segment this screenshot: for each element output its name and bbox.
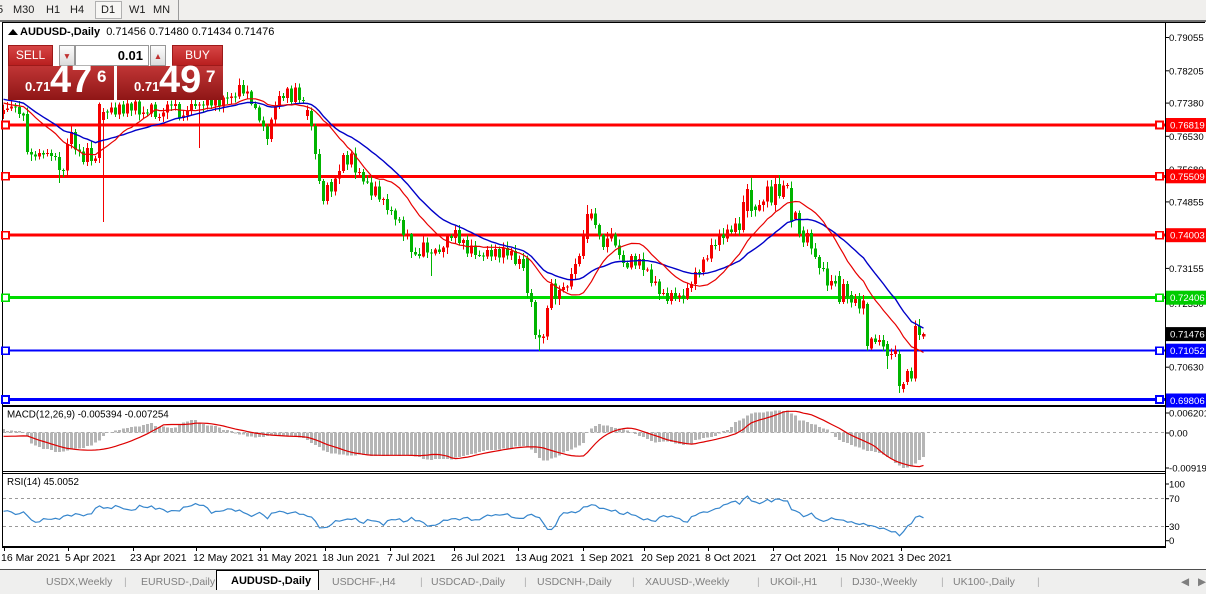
- svg-text:0.70630: 0.70630: [1169, 363, 1204, 374]
- svg-text:26 Jul 2021: 26 Jul 2021: [451, 552, 505, 564]
- svg-text:16 Mar 2021: 16 Mar 2021: [1, 552, 60, 564]
- svg-text:7 Jul 2021: 7 Jul 2021: [387, 552, 436, 564]
- svg-text:13 Aug 2021: 13 Aug 2021: [515, 552, 574, 564]
- svg-text:31 May 2021: 31 May 2021: [257, 552, 318, 564]
- svg-text:0.71052: 0.71052: [1170, 346, 1205, 357]
- svg-text:-0.009197: -0.009197: [1169, 464, 1206, 475]
- svg-text:0.006201: 0.006201: [1169, 409, 1206, 420]
- svg-text:8 Oct 2021: 8 Oct 2021: [705, 552, 757, 564]
- svg-text:0.76530: 0.76530: [1169, 132, 1204, 143]
- svg-text:0.74003: 0.74003: [1170, 231, 1205, 242]
- svg-text:0: 0: [1169, 536, 1174, 547]
- svg-text:27 Oct 2021: 27 Oct 2021: [770, 552, 827, 564]
- svg-text:70: 70: [1169, 494, 1180, 505]
- svg-text:30: 30: [1169, 522, 1180, 533]
- svg-text:0.71476: 0.71476: [1170, 330, 1205, 341]
- svg-text:0.75509: 0.75509: [1170, 172, 1205, 183]
- svg-text:0.00: 0.00: [1169, 429, 1188, 440]
- svg-text:RSI(14) 45.0052: RSI(14) 45.0052: [7, 477, 79, 488]
- svg-text:12 May 2021: 12 May 2021: [193, 552, 254, 564]
- svg-text:0.78205: 0.78205: [1169, 66, 1204, 77]
- svg-text:MACD(12,26,9) -0.005394 -0.007: MACD(12,26,9) -0.005394 -0.007254: [7, 410, 169, 421]
- svg-text:5 Apr 2021: 5 Apr 2021: [65, 552, 116, 564]
- svg-text:0.79055: 0.79055: [1169, 33, 1204, 44]
- svg-text:0.73155: 0.73155: [1169, 264, 1204, 275]
- svg-text:18 Jun 2021: 18 Jun 2021: [322, 552, 380, 564]
- svg-text:0.74855: 0.74855: [1169, 197, 1204, 208]
- svg-text:0.69806: 0.69806: [1170, 396, 1205, 407]
- svg-text:0.72406: 0.72406: [1170, 293, 1205, 304]
- svg-text:100: 100: [1169, 480, 1185, 491]
- svg-text:20 Sep 2021: 20 Sep 2021: [641, 552, 701, 564]
- svg-text:1 Sep 2021: 1 Sep 2021: [580, 552, 634, 564]
- svg-text:23 Apr 2021: 23 Apr 2021: [130, 552, 187, 564]
- svg-text:3 Dec 2021: 3 Dec 2021: [898, 552, 952, 564]
- svg-text:0.76819: 0.76819: [1170, 121, 1205, 132]
- svg-text:15 Nov 2021: 15 Nov 2021: [835, 552, 895, 564]
- svg-text:0.77380: 0.77380: [1169, 99, 1204, 110]
